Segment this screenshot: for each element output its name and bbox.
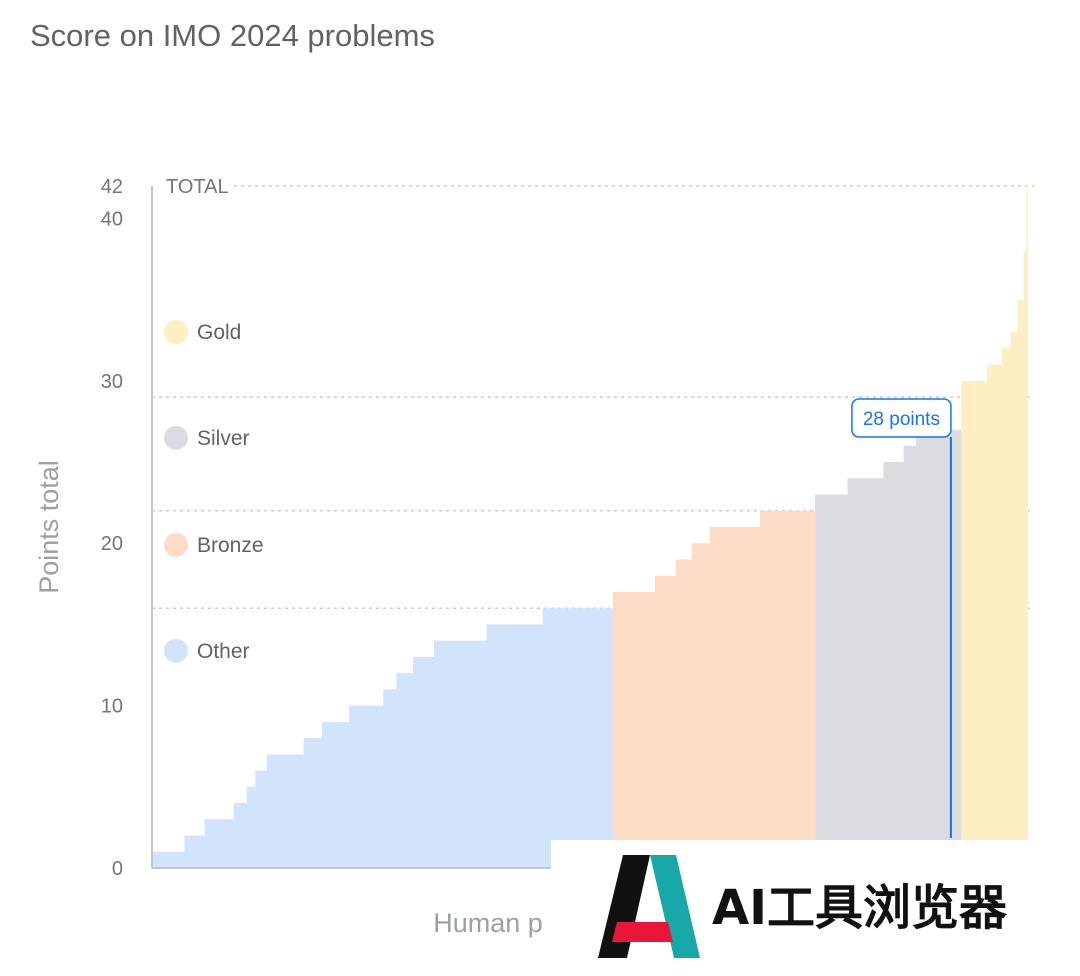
legend: Gold Silver Bronze Other	[164, 320, 264, 663]
area-series-bronze	[612, 510, 816, 868]
annotation-layer: 28 points	[851, 398, 952, 838]
area-series-silver	[815, 397, 962, 868]
annotation-label: 28 points	[863, 409, 940, 430]
y-tick-label-42: 42	[101, 176, 123, 198]
y-tick-label-10: 10	[101, 696, 123, 718]
area-layer	[152, 186, 1028, 868]
tick-layer: 0 10 20 30 40 42	[101, 176, 123, 880]
legend-label-silver: Silver	[197, 427, 250, 450]
watermark-logo-icon	[598, 855, 700, 958]
annotation-box	[851, 398, 952, 438]
y-tick-label-0: 0	[112, 858, 123, 880]
legend-label-gold: Gold	[197, 321, 241, 344]
legend-swatch-gold	[164, 320, 188, 344]
x-axis-title: Human p	[433, 908, 543, 938]
y-tick-label-20: 20	[101, 533, 123, 555]
y-tick-label-30: 30	[101, 371, 123, 393]
watermark: Human p AI工具浏览器	[433, 840, 1080, 976]
area-series-gold	[961, 186, 1028, 868]
area-series-other	[152, 608, 613, 868]
y-tick-label-40: 40	[101, 208, 123, 230]
watermark-text: AI工具浏览器	[712, 880, 1008, 936]
legend-label-other: Other	[197, 640, 250, 663]
gridline-label-total: TOTAL	[166, 176, 229, 198]
legend-swatch-silver	[164, 426, 188, 450]
legend-swatch-bronze	[164, 533, 188, 557]
chart-title: Score on IMO 2024 problems	[30, 18, 435, 53]
legend-swatch-other	[164, 639, 188, 663]
legend-label-bronze: Bronze	[197, 534, 264, 557]
y-axis-title: Points total	[34, 460, 64, 594]
